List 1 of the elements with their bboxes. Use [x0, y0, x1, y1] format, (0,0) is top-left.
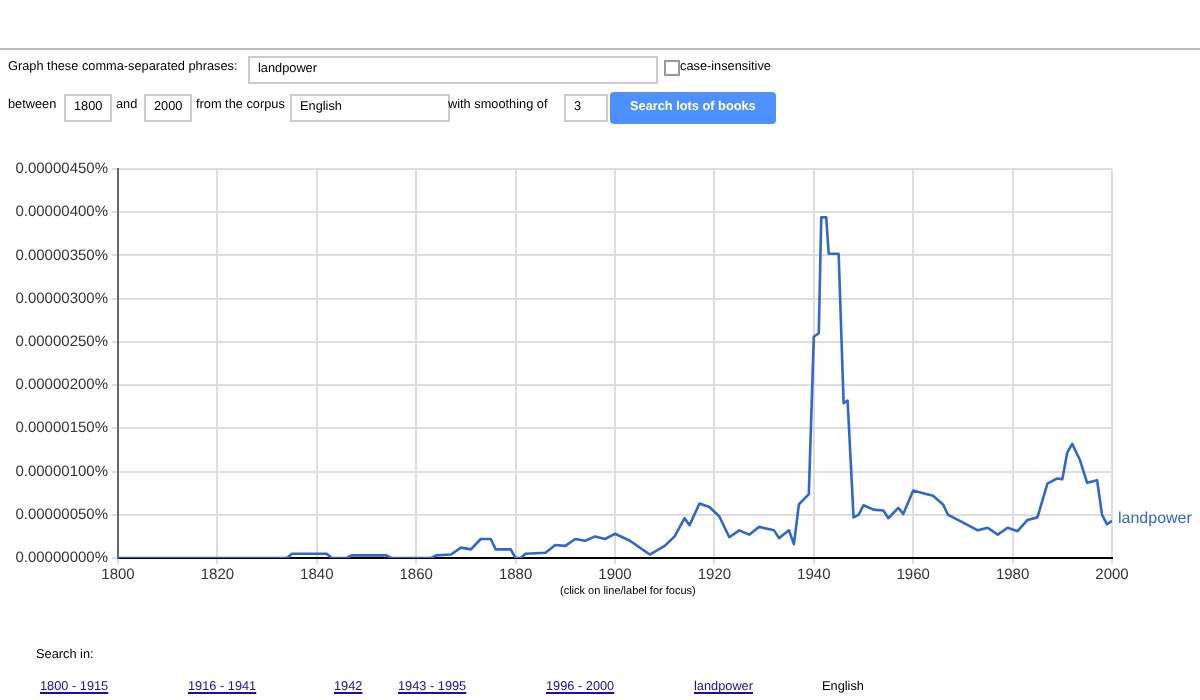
series-label: landpower: [1118, 509, 1193, 528]
